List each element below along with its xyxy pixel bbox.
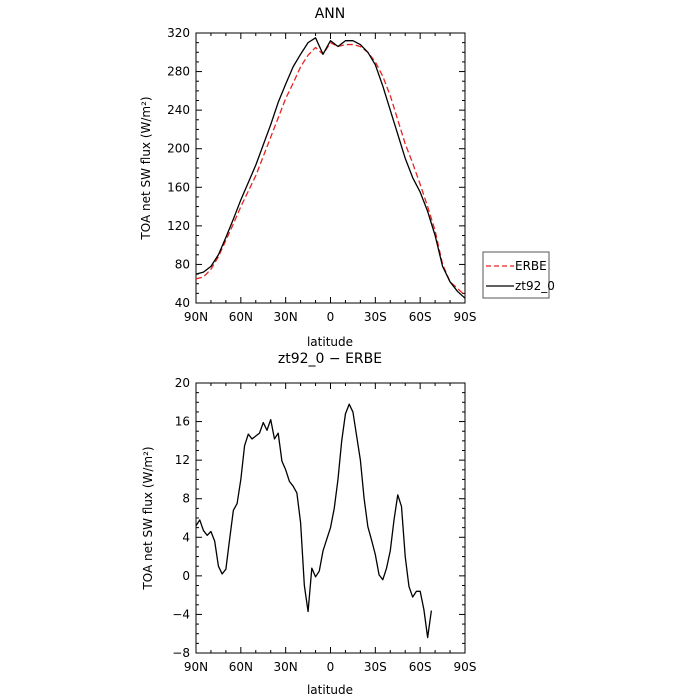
bottom-y-tick-label: 20 xyxy=(175,376,190,390)
top-panel-y-axis-label: TOA net SW flux (W/m²) xyxy=(139,96,153,240)
bottom-panel-y-axis-label: TOA net SW flux (W/m²) xyxy=(141,446,155,590)
top-y-tick-label: 200 xyxy=(167,142,190,156)
top-y-tick-label: 320 xyxy=(167,26,190,40)
bottom-y-tick-label: −4 xyxy=(172,607,190,621)
top-panel-x-axis-label: latitude xyxy=(307,335,353,349)
legend-erbe-label: ERBE xyxy=(515,259,547,273)
bottom-x-tick-label: 60S xyxy=(409,660,432,674)
bottom-y-tick-label: 0 xyxy=(182,569,190,583)
bottom-y-tick-label: −8 xyxy=(172,646,190,660)
top-y-tick-label: 120 xyxy=(167,219,190,233)
bottom-panel: zt92_0 − ERBE latitude TOA net SW flux (… xyxy=(141,351,476,697)
top-y-tick-label: 240 xyxy=(167,103,190,117)
bottom-panel-title: zt92_0 − ERBE xyxy=(278,351,382,367)
top-y-tick-label: 40 xyxy=(175,296,190,310)
bottom-series-difference-line xyxy=(195,403,433,639)
bottom-panel-x-axis-label: latitude xyxy=(307,683,353,697)
top-x-tick-label: 90S xyxy=(454,310,477,324)
top-x-tick-label: 30N xyxy=(274,310,298,324)
bottom-y-tick-label: 8 xyxy=(182,492,190,506)
top-series-zt92-0-line xyxy=(195,37,466,299)
legend: ERBE zt92_0 xyxy=(482,251,555,299)
legend-box xyxy=(482,251,550,299)
top-plot-frame xyxy=(195,32,466,304)
top-panel: ANN latitude TOA net SW flux (W/m²) 90N 6… xyxy=(139,6,476,349)
top-y-tick-label: 160 xyxy=(167,180,190,194)
top-x-tick-label: 0 xyxy=(327,310,335,324)
bottom-y-tick-label: 16 xyxy=(175,415,190,429)
bottom-x-tick-label: 0 xyxy=(327,660,335,674)
top-x-tick-label: 90N xyxy=(184,310,208,324)
bottom-x-tick-label: 60N xyxy=(229,660,253,674)
legend-zt92-label: zt92_0 xyxy=(515,279,555,293)
top-y-tick-label: 80 xyxy=(175,257,190,271)
bottom-x-tick-label: 90N xyxy=(184,660,208,674)
top-panel-title: ANN xyxy=(315,6,346,22)
top-x-tick-label: 60S xyxy=(409,310,432,324)
top-series-erbe-line xyxy=(195,41,466,296)
bottom-y-tick-label: 12 xyxy=(175,453,190,467)
bottom-x-tick-label: 90S xyxy=(454,660,477,674)
top-y-tick-label: 280 xyxy=(167,65,190,79)
top-x-tick-label: 60N xyxy=(229,310,253,324)
bottom-x-tick-label: 30S xyxy=(364,660,387,674)
bottom-x-tick-label: 30N xyxy=(274,660,298,674)
bottom-y-tick-label: 4 xyxy=(182,530,190,544)
top-x-tick-label: 30S xyxy=(364,310,387,324)
